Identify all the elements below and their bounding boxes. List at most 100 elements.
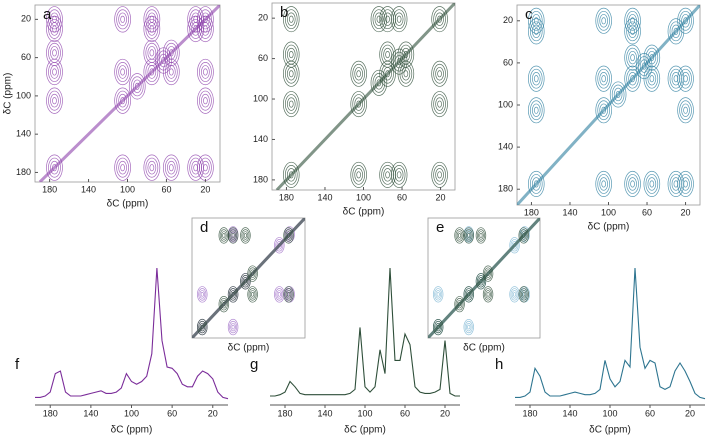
x-tick-label: 20 [681, 207, 691, 217]
contour-ring [486, 271, 490, 276]
contour-ring [485, 290, 491, 299]
cross-peak [527, 18, 545, 45]
contour-ring [510, 288, 519, 301]
contour-ring [397, 60, 415, 87]
contour-ring [199, 62, 212, 82]
contour-ring [463, 286, 474, 303]
contour-ring [199, 290, 206, 299]
cross-peak [282, 91, 300, 118]
contour-ring [130, 76, 144, 97]
contour-ring [230, 290, 236, 299]
contour-ring [118, 160, 127, 175]
diagonal [275, 3, 455, 190]
cross-peak [197, 87, 214, 114]
contour-ring [683, 17, 688, 25]
contour-ring [199, 322, 206, 332]
x-tick-label: 20 [436, 192, 446, 202]
contour-ring [463, 318, 474, 336]
cross-peak [595, 97, 612, 124]
contour-ring [595, 7, 612, 34]
contour-ring [478, 277, 484, 286]
contour-ring [282, 6, 300, 33]
contour-ring [354, 168, 363, 182]
cross-peak [463, 286, 474, 303]
x-tick-label: 20 [208, 408, 218, 418]
contour-ring [352, 164, 365, 185]
cross-peak [595, 7, 612, 34]
contour-ring [164, 157, 178, 178]
y-tick-label: 60 [503, 57, 513, 67]
x-axis-label: δC (ppm) [589, 425, 631, 436]
contour-ring [247, 286, 258, 303]
contour-ring [484, 288, 493, 301]
cross-peak [240, 227, 251, 244]
contour-ring [431, 91, 448, 118]
contour-ring [464, 320, 473, 334]
contour-ring [679, 100, 692, 121]
contour-ring [628, 24, 637, 38]
panel-label: h [495, 356, 503, 373]
contour-ring [286, 12, 296, 26]
x-tick-label: 180 [522, 408, 537, 418]
contour-ring [455, 298, 464, 311]
contour-ring [431, 60, 448, 87]
contour-ring [374, 12, 384, 26]
contour-ring [630, 180, 635, 188]
contour-ring [282, 91, 300, 118]
cross-peak [509, 286, 520, 303]
cross-peak [143, 154, 161, 181]
contour-ring [435, 97, 444, 111]
contour-ring [354, 67, 363, 81]
contour-ring [624, 170, 641, 197]
x-tick-label: 20 [685, 408, 695, 418]
cross-peak [350, 60, 367, 87]
contour-ring [168, 164, 174, 172]
contour-ring [52, 49, 57, 57]
contour-ring [282, 161, 300, 188]
contour-ring [284, 229, 293, 242]
contour-ring [218, 227, 230, 244]
contour-ring [187, 6, 205, 33]
contour-ring [647, 177, 657, 191]
contour-ring [667, 18, 685, 45]
contour-ring [200, 324, 204, 330]
cross-peak [227, 286, 239, 303]
contour-ring [475, 227, 487, 244]
contour-ring [533, 75, 539, 83]
contour-ring [456, 299, 463, 309]
contour-ring [284, 63, 298, 84]
cross-peak [114, 87, 131, 114]
x-tick-label: 60 [645, 408, 655, 418]
contour-ring [288, 100, 294, 108]
contour-ring [48, 90, 61, 111]
contour-ring [669, 68, 683, 89]
cross-peak [283, 227, 294, 244]
contour-ring [456, 231, 463, 240]
y-tick-label: 140 [16, 129, 31, 139]
contour-ring [356, 70, 362, 78]
contour-ring [227, 318, 239, 336]
cross-peak [197, 15, 214, 43]
x-tick-label: 180 [42, 184, 57, 194]
y-tick-label: 140 [253, 134, 268, 144]
contour-ring [436, 324, 440, 330]
contour-ring [681, 14, 690, 28]
x-tick-label: 100 [357, 408, 372, 418]
panel: δC (ppm) d [191, 217, 306, 354]
contour-ring [249, 290, 256, 299]
contour-ring [197, 58, 214, 86]
cross-peak [227, 227, 239, 244]
contour-ring [203, 68, 208, 76]
cross-peak [187, 6, 205, 33]
contour-ring [392, 9, 406, 30]
contour-ring [50, 65, 59, 79]
contour-ring [465, 231, 472, 240]
contour-ring [529, 21, 543, 42]
contour-ring [643, 44, 661, 71]
contour-ring [372, 9, 386, 30]
contour-ring [50, 160, 59, 175]
contour-ring [613, 87, 623, 102]
contour-ring [433, 164, 446, 185]
contour-ring [248, 267, 257, 280]
contour-ring [533, 106, 539, 114]
